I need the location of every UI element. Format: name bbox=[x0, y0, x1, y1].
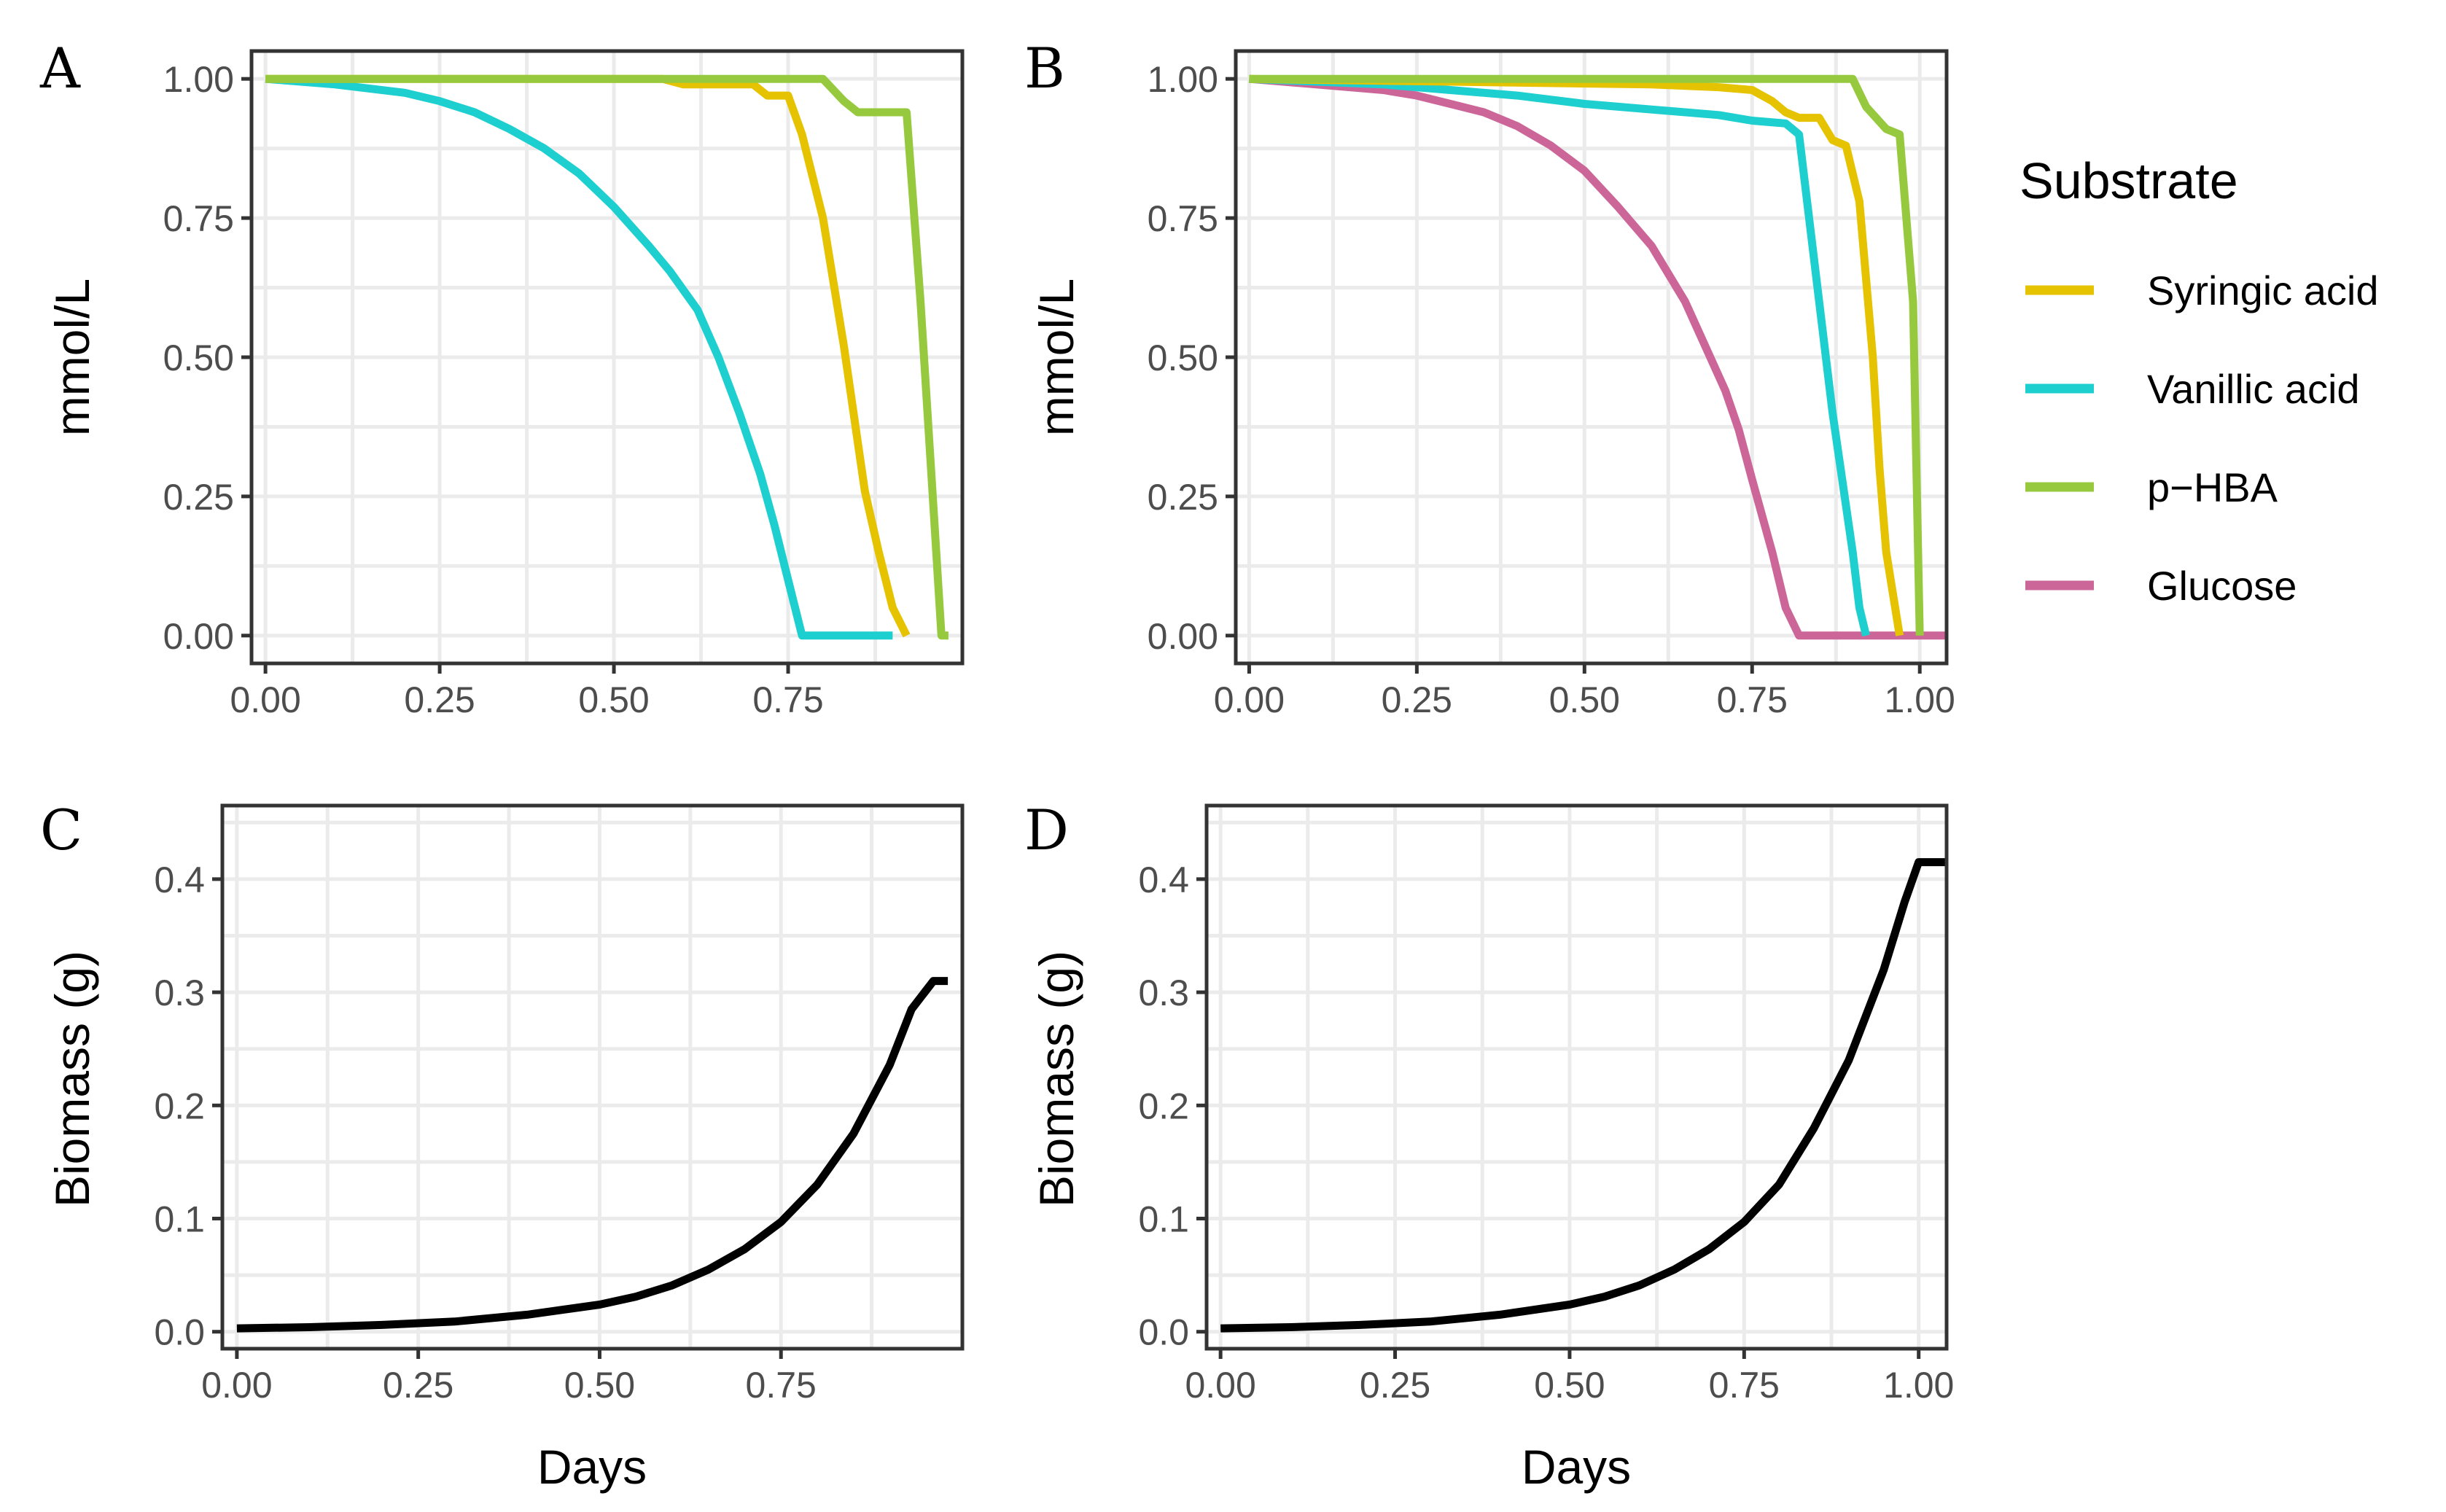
panel-letter-a: A bbox=[39, 36, 81, 101]
legend-label-syringic: Syringic acid bbox=[2147, 268, 2378, 313]
legend-item-phba: p−HBA bbox=[2025, 464, 2278, 510]
series-line-b-p-hba bbox=[1249, 74, 1924, 636]
y-tick-label: 0.25 bbox=[1148, 477, 1218, 518]
legend-item-syringic: Syringic acid bbox=[2025, 268, 2378, 313]
panel-d: D Biomass (g) Days 0.00 0.25 0.50 0.75 1.000… bbox=[1024, 798, 1954, 1494]
plot-area-b: 0.00 0.25 0.50 0.75 1.00 0.00 0.25 0.50 0.75 1.00 bbox=[1148, 49, 1955, 720]
x-tick-label: 0.50 bbox=[1534, 1365, 1605, 1406]
x-tick-label: 0.75 bbox=[746, 1365, 817, 1406]
x-tick-label: 0.00 bbox=[201, 1365, 272, 1406]
y-axis-title-a: mmol/L bbox=[45, 278, 99, 436]
series-line-a-p-hba bbox=[265, 74, 949, 640]
x-tick-label: 0.00 bbox=[1214, 679, 1285, 720]
series-line-b-glucose bbox=[1248, 74, 1947, 640]
y-axis-title-d: Biomass (g) bbox=[1029, 951, 1083, 1207]
y-axis-title-b: mmol/L bbox=[1029, 278, 1083, 436]
legend-label-glucose: Glucose bbox=[2147, 563, 2297, 609]
series-line-b-syringic-acid bbox=[1249, 74, 1904, 636]
y-tick-label: 0.4 bbox=[154, 860, 205, 900]
y-tick-label: 0.75 bbox=[163, 198, 234, 239]
legend-title: Substrate bbox=[2019, 152, 2238, 209]
plot-area-c: 0.00 0.25 0.50 0.75 0.0 0.1 0.2 0.3 0.4 bbox=[154, 803, 965, 1406]
panel-letter-b: B bbox=[1024, 36, 1065, 101]
panel-letter-c: C bbox=[40, 798, 82, 862]
x-tick-label: 1.00 bbox=[1885, 679, 1955, 720]
y-tick-label: 0.50 bbox=[163, 338, 234, 378]
y-tick-label: 0.00 bbox=[163, 616, 234, 657]
x-tick-label: 0.00 bbox=[230, 679, 300, 720]
panel-c: C Biomass (g) Days 0.00 0.25 0.50 0.750.00.… bbox=[40, 798, 965, 1494]
y-axis-title-c: Biomass (g) bbox=[45, 951, 99, 1207]
y-tick-label: 0.3 bbox=[1138, 973, 1189, 1013]
panel-border-d bbox=[1204, 803, 1949, 1351]
x-tick-label: 0.50 bbox=[1549, 679, 1620, 720]
x-tick-label: 0.75 bbox=[752, 679, 823, 720]
y-tick-label: 0.2 bbox=[1138, 1086, 1189, 1126]
series-line-d-biomass bbox=[1220, 858, 1947, 1333]
y-tick-label: 0.2 bbox=[154, 1086, 205, 1126]
series-line-a-vanillic-acid bbox=[265, 74, 893, 640]
plot-area-a: 0.00 0.25 0.50 0.75 0.00 0.25 0.50 0.75 1.00 bbox=[163, 49, 965, 720]
legend-label-vanillic: Vanillic acid bbox=[2147, 366, 2360, 412]
panel-b: B mmol/L 0.00 0.25 0.50 0.75 1.00 0.00 0.25 0.5… bbox=[1024, 36, 1955, 720]
x-tick-label: 0.00 bbox=[1185, 1365, 1255, 1406]
x-tick-label: 0.75 bbox=[1709, 1365, 1780, 1406]
series-line-a-syringic-acid bbox=[265, 74, 911, 638]
y-tick-label: 0.4 bbox=[1138, 860, 1189, 900]
series-line-c-biomass bbox=[236, 977, 949, 1333]
y-tick-label: 0.25 bbox=[163, 477, 234, 518]
x-tick-label: 0.75 bbox=[1717, 679, 1788, 720]
y-tick-label: 0.0 bbox=[1138, 1312, 1189, 1353]
legend: Substrate Syringic acid Vanillic acid p−… bbox=[2019, 152, 2378, 609]
y-tick-label: 0.50 bbox=[1148, 338, 1218, 378]
panel-a: A mmol/L 0.00 0.25 0.50 0.75 0.00 0.25 0.50 0.7… bbox=[39, 36, 965, 720]
y-tick-label: 0.0 bbox=[154, 1312, 205, 1353]
y-tick-label: 0.75 bbox=[1148, 198, 1218, 239]
panel-border-c bbox=[220, 803, 965, 1351]
x-tick-label: 0.50 bbox=[564, 1365, 635, 1406]
y-tick-label: 0.3 bbox=[154, 973, 205, 1013]
x-tick-label: 0.50 bbox=[578, 679, 649, 720]
legend-label-phba: p−HBA bbox=[2147, 464, 2278, 510]
y-tick-label: 1.00 bbox=[163, 59, 234, 100]
x-axis-title-d: Days bbox=[1522, 1440, 1631, 1494]
x-tick-label: 0.25 bbox=[383, 1365, 453, 1406]
y-tick-label: 1.00 bbox=[1148, 59, 1218, 100]
plot-area-d: 0.00 0.25 0.50 0.75 1.00 0.0 0.1 0.2 0.3 0.4 bbox=[1138, 803, 1954, 1406]
x-tick-label: 0.25 bbox=[1360, 1365, 1430, 1406]
legend-item-glucose: Glucose bbox=[2025, 563, 2297, 609]
x-tick-label: 1.00 bbox=[1883, 1365, 1954, 1406]
y-tick-label: 0.00 bbox=[1148, 616, 1218, 657]
legend-item-vanillic: Vanillic acid bbox=[2025, 366, 2360, 412]
x-tick-label: 0.25 bbox=[1382, 679, 1452, 720]
series-line-b-vanillic-acid bbox=[1249, 74, 1870, 637]
y-tick-label: 0.1 bbox=[1138, 1199, 1189, 1240]
y-tick-label: 0.1 bbox=[154, 1199, 205, 1240]
panel-letter-d: D bbox=[1024, 798, 1069, 862]
x-axis-title-c: Days bbox=[537, 1440, 647, 1494]
x-tick-label: 0.25 bbox=[404, 679, 475, 720]
